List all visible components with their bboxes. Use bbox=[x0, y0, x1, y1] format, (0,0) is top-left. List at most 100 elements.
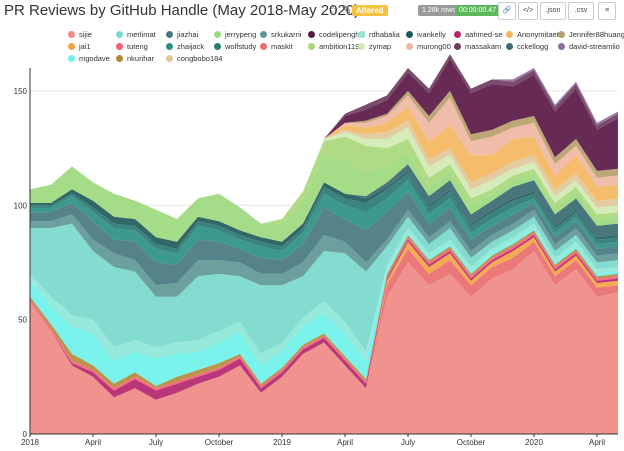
area-zhaijack[interactable] bbox=[30, 180, 618, 265]
legend-label: jai1 bbox=[79, 42, 91, 51]
y-tick-label: 100 bbox=[14, 201, 28, 210]
legend-item-merlimat[interactable]: merlimat bbox=[116, 30, 156, 39]
link-button[interactable]: 🔗 bbox=[498, 2, 516, 20]
legend-label: massakam bbox=[465, 42, 502, 51]
area-anonymitaet[interactable] bbox=[30, 106, 618, 224]
legend-label: jerrypeng bbox=[225, 30, 257, 39]
legend-item-ivankelly[interactable]: ivankelly bbox=[406, 30, 446, 39]
legend-swatch bbox=[166, 43, 173, 50]
area-codelipenghui[interactable] bbox=[30, 58, 618, 224]
legend-item-jai1[interactable]: jai1 bbox=[68, 42, 91, 51]
legend-swatch bbox=[116, 55, 123, 62]
legend-swatch bbox=[260, 43, 267, 50]
legend-swatch bbox=[116, 31, 123, 38]
legend-label: jiazhai bbox=[177, 30, 199, 39]
x-tick-label: July bbox=[149, 438, 163, 447]
legend-item-codelipenghui[interactable]: codelipenghui bbox=[308, 30, 365, 39]
legend-label: nkurihar bbox=[127, 54, 155, 63]
legend-item-wolfstudy[interactable]: wolfstudy bbox=[214, 42, 256, 51]
legend-label: murong00 bbox=[417, 42, 451, 51]
legend-swatch bbox=[358, 31, 365, 38]
legend-item-nkurihar[interactable]: nkurihar bbox=[116, 54, 154, 63]
area-cckellogg[interactable] bbox=[30, 164, 618, 242]
legend-label: mgodave bbox=[79, 54, 110, 63]
legend-label: Jennifer88huang bbox=[569, 30, 624, 39]
menu-button[interactable]: ≡ bbox=[598, 2, 616, 20]
edit-icon[interactable]: ✎ bbox=[341, 3, 352, 17]
legend-label: merlimat bbox=[127, 30, 156, 39]
legend-swatch bbox=[506, 31, 513, 38]
legend-item-sijie[interactable]: sijie bbox=[68, 30, 92, 39]
legend-swatch bbox=[214, 31, 221, 38]
legend-swatch bbox=[260, 31, 267, 38]
x-tick-label: 2019 bbox=[273, 438, 291, 447]
legend-swatch bbox=[68, 55, 75, 62]
legend-item-massakam[interactable]: massakam bbox=[454, 42, 501, 51]
legend-item-mgodave[interactable]: mgodave bbox=[68, 54, 110, 63]
legend-label: rdhabalia bbox=[369, 30, 400, 39]
legend-swatch bbox=[406, 43, 413, 50]
x-tick-label: April bbox=[337, 438, 353, 447]
legend-swatch bbox=[558, 43, 565, 50]
altered-badge[interactable]: Altered bbox=[352, 5, 388, 16]
area-zymap[interactable] bbox=[30, 127, 618, 224]
legend-item-murong00[interactable]: murong00 bbox=[406, 42, 451, 51]
legend-item-aahmed-se[interactable]: aahmed-se bbox=[454, 30, 503, 39]
legend-item-zhaijack[interactable]: zhaijack bbox=[166, 42, 204, 51]
legend-item-maskit[interactable]: maskit bbox=[260, 42, 293, 51]
star-icon[interactable]: ☆ bbox=[328, 3, 339, 17]
y-tick-label: 50 bbox=[18, 316, 27, 325]
chart-title: PR Reviews by GitHub Handle (May 2018-Ma… bbox=[4, 2, 360, 19]
legend-swatch bbox=[68, 31, 75, 38]
embed-code-button[interactable]: </> bbox=[518, 2, 538, 20]
legend-item-jennifer88huang[interactable]: Jennifer88huang bbox=[558, 30, 624, 39]
legend-label: maskit bbox=[271, 42, 293, 51]
legend-item-ambition119[interactable]: ambition119 bbox=[308, 42, 359, 51]
legend-label: david-streamlio bbox=[569, 42, 620, 51]
legend-label: cckellogg bbox=[517, 42, 549, 51]
legend-label: codelipenghui bbox=[319, 30, 366, 39]
chart-header: PR Reviews by GitHub Handle (May 2018-Ma… bbox=[0, 0, 624, 24]
legend-label: zhaijack bbox=[177, 42, 205, 51]
legend-item-david-streamlio[interactable]: david-streamlio bbox=[558, 42, 620, 51]
y-tick-label: 150 bbox=[14, 87, 28, 96]
x-tick-label: July bbox=[401, 438, 415, 447]
legend-item-cckellogg[interactable]: cckellogg bbox=[506, 42, 548, 51]
x-tick-label: October bbox=[457, 438, 486, 447]
legend-item-tuteng[interactable]: tuteng bbox=[116, 42, 148, 51]
chart-legend: sijie merlimat jiazhai jerrypeng srkukarni co… bbox=[0, 30, 624, 66]
area-ambition119[interactable] bbox=[30, 136, 618, 224]
legend-label: ivankelly bbox=[417, 30, 446, 39]
area-congbobo184[interactable] bbox=[30, 120, 618, 224]
y-tick-label: 0 bbox=[23, 430, 28, 439]
legend-item-anonymitaet[interactable]: Anonymitaet bbox=[506, 30, 559, 39]
legend-swatch bbox=[116, 43, 123, 50]
x-tick-label: April bbox=[85, 438, 101, 447]
legend-label: Anonymitaet bbox=[517, 30, 559, 39]
legend-swatch bbox=[406, 31, 413, 38]
export-json-button[interactable]: .json bbox=[540, 2, 566, 20]
legend-item-rdhabalia[interactable]: rdhabalia bbox=[358, 30, 400, 39]
area-jerrypeng[interactable] bbox=[30, 152, 618, 242]
legend-label: ambition119 bbox=[319, 42, 360, 51]
area-merlimat[interactable] bbox=[30, 216, 618, 354]
legend-item-srkukarni[interactable]: srkukarni bbox=[260, 30, 301, 39]
legend-label: zymap bbox=[369, 42, 392, 51]
legend-item-jiazhai[interactable]: jiazhai bbox=[166, 30, 198, 39]
export-csv-button[interactable]: .csv bbox=[568, 2, 594, 20]
legend-item-jerrypeng[interactable]: jerrypeng bbox=[214, 30, 256, 39]
area-ivankelly[interactable] bbox=[30, 170, 618, 249]
legend-swatch bbox=[166, 55, 173, 62]
legend-item-congbobo184[interactable]: congbobo184 bbox=[166, 54, 222, 63]
legend-swatch bbox=[308, 43, 315, 50]
legend-item-zymap[interactable]: zymap bbox=[358, 42, 391, 51]
legend-swatch bbox=[454, 31, 461, 38]
x-tick-label: 2018 bbox=[21, 438, 39, 447]
legend-label: wolfstudy bbox=[225, 42, 257, 51]
x-tick-label: 2020 bbox=[525, 438, 543, 447]
series-areas bbox=[30, 54, 618, 434]
area-wolfstudy[interactable] bbox=[30, 173, 618, 254]
legend-label: tuteng bbox=[127, 42, 148, 51]
axes: 0 50 100 150 2018 April July October 2019 April Ju… bbox=[14, 68, 618, 447]
area-jiazhai[interactable] bbox=[30, 191, 618, 286]
